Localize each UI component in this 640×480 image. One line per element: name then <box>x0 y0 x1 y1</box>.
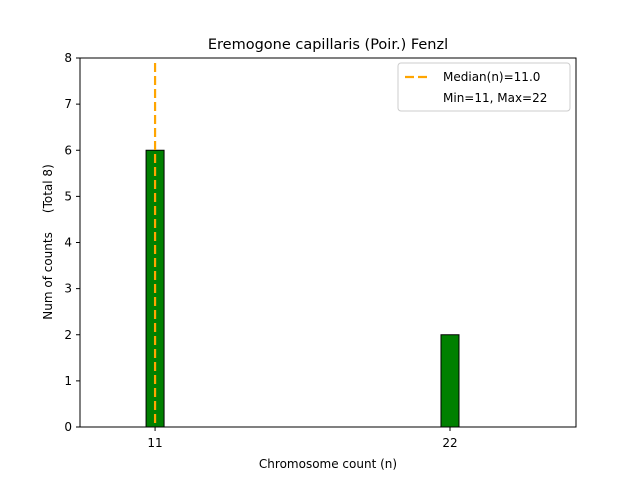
y-tick-label: 0 <box>64 420 72 434</box>
bar-22 <box>440 334 460 428</box>
y-tick-label: 6 <box>64 143 72 157</box>
y-tick-label: 3 <box>64 282 72 296</box>
y-tick-label: 1 <box>64 374 72 388</box>
y-tick-label: 5 <box>64 189 72 203</box>
y-axis-label: Num of counts (Total 8) <box>41 164 55 319</box>
legend-box <box>397 62 571 112</box>
legend-median-label: Median(n)=11.0 <box>443 70 540 84</box>
y-tick-label: 8 <box>64 51 72 65</box>
legend-range-label: Min=11, Max=22 <box>443 91 547 105</box>
x-tick-label: 11 <box>147 436 162 450</box>
bars-group <box>145 149 460 428</box>
x-axis-label: Chromosome count (n) <box>259 457 397 471</box>
chart-title: Eremogone capillaris (Poir.) Fenzl <box>208 37 448 53</box>
legend: Median(n)=11.0 Min=11, Max=22 <box>397 62 571 112</box>
y-tick-label: 4 <box>64 236 72 250</box>
y-tick-label: 7 <box>64 97 72 111</box>
y-axis: 0 1 2 3 4 5 6 7 8 <box>64 51 80 434</box>
x-axis: 11 22 <box>147 427 458 450</box>
y-tick-label: 2 <box>64 328 72 342</box>
x-tick-label: 22 <box>442 436 457 450</box>
